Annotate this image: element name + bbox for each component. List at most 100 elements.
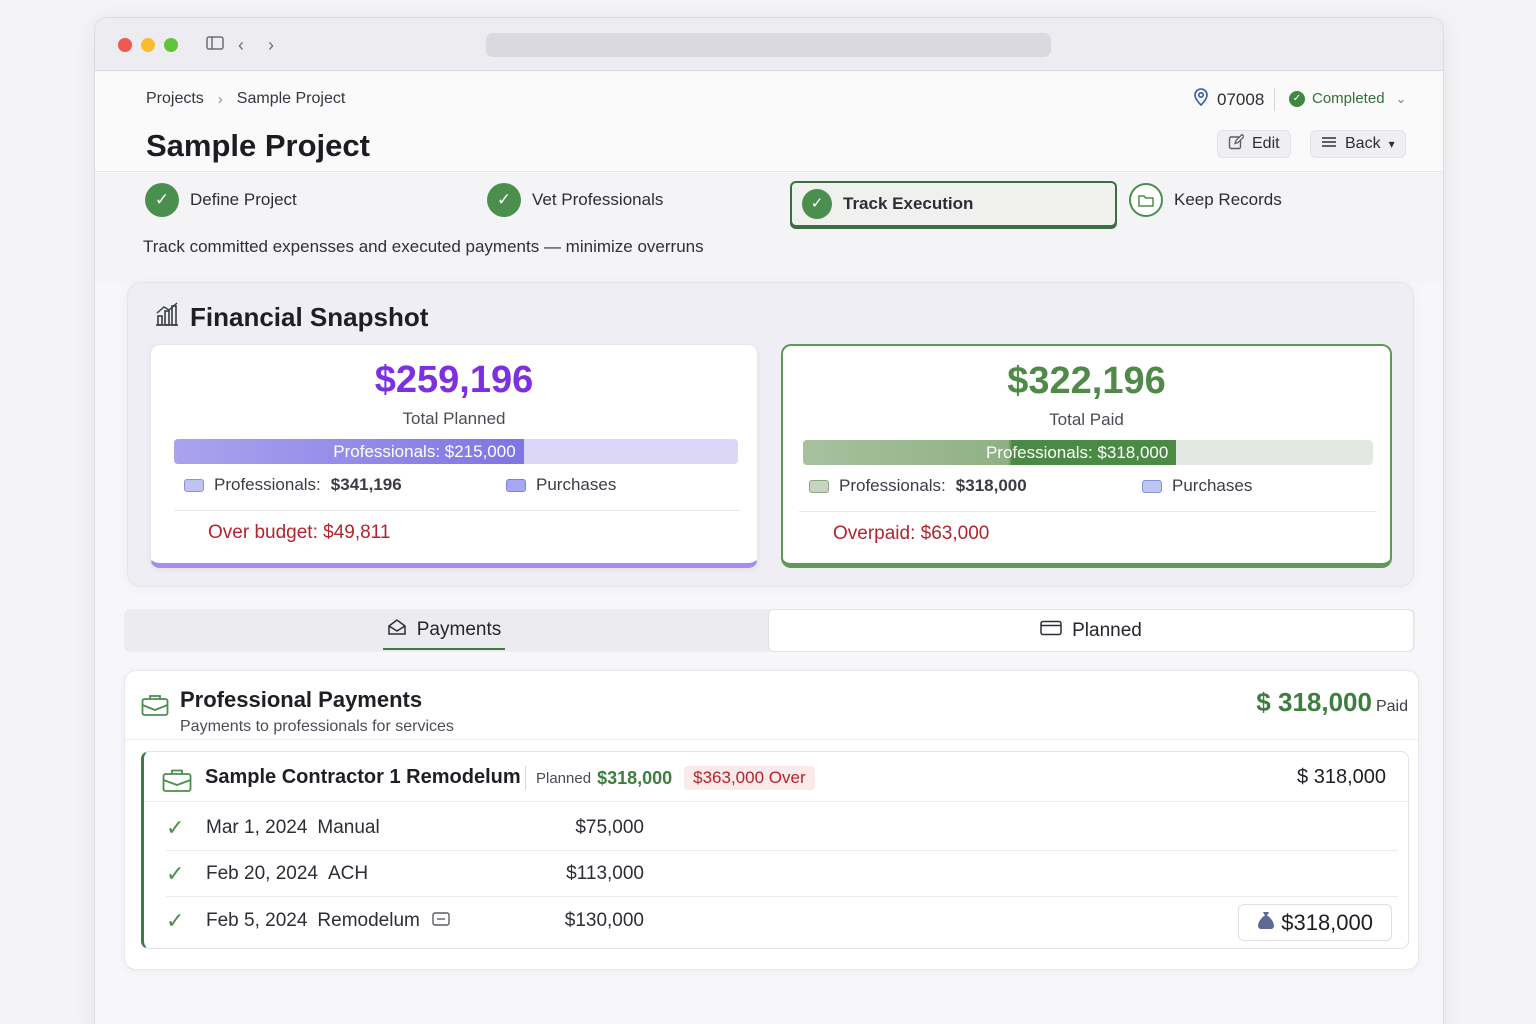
breadcrumb-projects-link[interactable]: Projects (146, 90, 204, 107)
zip-code: 07008 (1193, 88, 1276, 111)
legend-swatch (184, 478, 204, 492)
note-icon[interactable] (432, 911, 450, 931)
legend-purchases: Purchases (506, 475, 616, 495)
payment-date: Mar 1, 2024 (206, 816, 308, 838)
step-keep-records[interactable]: Keep Records (1129, 183, 1282, 217)
tab-planned[interactable]: Planned (768, 609, 1414, 652)
check-circle-icon: ✓ (802, 189, 832, 219)
total-planned-label: Total Planned (402, 409, 506, 428)
bar-chart-icon (154, 301, 180, 334)
step-description: Track committed expensses and executed p… (143, 237, 704, 256)
step-define-project[interactable]: ✓ Define Project (145, 183, 297, 217)
legend-prof-label: Professionals: (839, 476, 946, 495)
check-circle-icon: ✓ (487, 183, 521, 217)
tab-planned-label: Planned (1072, 619, 1142, 641)
breadcrumb-current: Sample Project (236, 90, 346, 107)
nav-forward-icon[interactable]: › (268, 35, 274, 55)
minimize-window-button[interactable] (141, 38, 155, 52)
paid-bar-fill: Professionals: $318,000 (803, 440, 1177, 465)
menu-lines-icon (1321, 135, 1337, 153)
progress-steps: ✓ Define Project ✓ Vet Professionals ✓ T… (95, 173, 1443, 283)
edit-button[interactable]: Edit (1217, 130, 1291, 158)
check-circle-icon: ✓ (145, 183, 179, 217)
back-menu-button[interactable]: Back ▾ (1310, 130, 1406, 158)
paid-progress-bar: Professionals: $318,000 (803, 440, 1373, 465)
section-title: Professional Payments (180, 687, 423, 712)
legend-swatch (1142, 479, 1162, 493)
total-paid-summary: $ 318,000 Paid (1256, 687, 1408, 718)
contractor-group[interactable]: Sample Contractor 1 Remodelum Planned $3… (141, 751, 1409, 949)
over-budget-text: Over budget: $49,811 (208, 522, 391, 543)
page-title: Sample Project (146, 128, 370, 163)
payment-method: Remodelum (317, 910, 420, 931)
total-paid-card: $322,196 Total Paid Professionals: $318,… (781, 344, 1392, 568)
step-label: Track Execution (843, 194, 974, 213)
financial-snapshot: Financial Snapshot $259,196 Total Planne… (127, 282, 1414, 587)
money-bag-icon (1257, 910, 1275, 936)
payment-method: ACH (327, 862, 369, 884)
breadcrumb: Projects › Sample Project (146, 90, 345, 108)
chevron-right-icon: › (217, 90, 223, 108)
step-label: Keep Records (1174, 190, 1282, 209)
planned-amount: $318,000 (597, 767, 673, 788)
legend-swatch (506, 478, 526, 492)
divider (144, 801, 1408, 802)
divider (174, 510, 740, 511)
planned-bar-fill: Professionals: $215,000 (174, 439, 524, 464)
legend-professionals: Professionals: $318,000 (809, 476, 1027, 496)
step-track-execution[interactable]: ✓ Track Execution (790, 181, 1117, 227)
payment-date: Feb 20, 2024 (206, 862, 318, 884)
location-pin-icon (1193, 88, 1209, 111)
total-paid-suffix: Paid (1375, 698, 1408, 715)
total-planned-amount: $259,196 (374, 359, 534, 401)
address-bar[interactable] (486, 33, 1051, 57)
payment-row[interactable]: ✓ Feb 5, 2024 Remodelum $130,000 (166, 897, 1398, 945)
paid-bar-label: Professionals: $318,000 (985, 442, 1169, 462)
planned-label: Planned (536, 769, 592, 787)
professional-payments-card: Professional Payments Payments to profes… (124, 670, 1419, 970)
payments-sum-value: $318,000 (1281, 909, 1373, 935)
contractor-name: Sample Contractor 1 Remodelum (205, 766, 521, 788)
checkmark-icon: ✓ (166, 908, 185, 933)
legend-professionals: Professionals: $341,196 (184, 475, 402, 495)
status-dropdown[interactable]: ✓ Completed ⌄ (1289, 90, 1406, 107)
total-paid-label: Total Paid (1049, 410, 1124, 429)
legend-prof-value: $318,000 (955, 476, 1027, 495)
back-button-label: Back (1345, 135, 1381, 152)
overpaid-text: Overpaid: $63,000 (833, 523, 990, 544)
status-label: Completed (1312, 90, 1385, 107)
legend-purchases: Purchases (1142, 476, 1252, 496)
over-badge: $363,000 Over (684, 766, 815, 790)
planned-bar-label: Professionals: $215,000 (333, 441, 516, 461)
tab-payments[interactable]: Payments (124, 609, 764, 652)
card-icon (1040, 620, 1062, 642)
view-tabs: Payments Planned (124, 609, 1415, 652)
tab-payments-inner: Payments (382, 612, 506, 650)
sidebar-toggle-icon[interactable] (206, 34, 224, 56)
snapshot-title: Financial Snapshot (190, 302, 429, 332)
step-label: Define Project (190, 190, 297, 209)
legend-swatch (809, 479, 829, 493)
app-window: ‹ › Projects › Sample Project Sample Pro… (94, 17, 1444, 1024)
legend-prof-label: Professionals: (214, 475, 321, 494)
folder-icon (1129, 183, 1163, 217)
step-label: Vet Professionals (532, 190, 664, 209)
edit-button-label: Edit (1252, 135, 1280, 152)
payment-row[interactable]: ✓ Feb 20, 2024 ACH $113,000 (166, 851, 1398, 897)
section-subtitle: Payments to professionals for services (180, 718, 454, 735)
inbox-icon (387, 618, 407, 642)
payment-amount: $130,000 (564, 910, 644, 931)
legend-purchases-label: Purchases (1172, 476, 1253, 495)
check-circle-icon: ✓ (1289, 90, 1305, 107)
contractor-meta: Planned $318,000 $363,000 Over (525, 766, 815, 790)
payment-row[interactable]: ✓ Mar 1, 2024 Manual $75,000 (166, 805, 1398, 851)
maximize-window-button[interactable] (164, 38, 178, 52)
total-paid-value: $ 318,000 (1256, 687, 1372, 717)
title-bar: ‹ › (95, 18, 1443, 71)
legend-purchases-label: Purchases (536, 475, 617, 494)
snapshot-heading: Financial Snapshot (154, 301, 428, 334)
close-window-button[interactable] (118, 38, 132, 52)
nav-back-icon[interactable]: ‹ (238, 35, 244, 55)
payments-sum-badge: $318,000 (1238, 904, 1392, 941)
step-vet-professionals[interactable]: ✓ Vet Professionals (487, 183, 663, 217)
